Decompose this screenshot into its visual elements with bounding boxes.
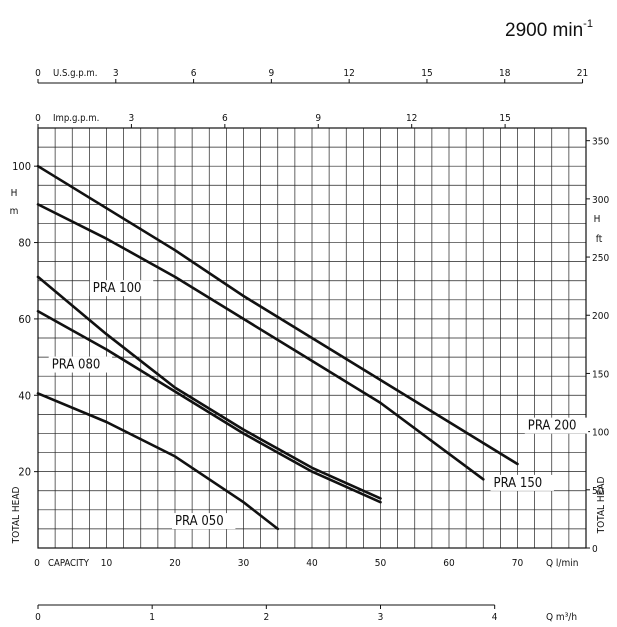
- left-axis-tick-label: 20: [18, 466, 31, 479]
- left-axis-tick-label: 60: [18, 313, 31, 326]
- impgpm-axis-tick-label: 6: [222, 113, 228, 124]
- m3h-axis-tick-label: 4: [492, 612, 498, 623]
- curve-pra-050: [36, 392, 280, 531]
- usgpm-axis-tick-label: 3: [113, 68, 119, 79]
- m3h-axis-tick-label: 1: [149, 612, 155, 623]
- x-axis-tick-label: 10: [101, 558, 113, 569]
- curve-label-bg-pra-050: [172, 513, 236, 530]
- right-axis-tick-label: 300: [592, 195, 609, 206]
- curve-label-pra-100: PRA 100: [93, 281, 142, 296]
- usgpm-axis-tick-label: 21: [577, 68, 588, 79]
- speed-label: 2900 min-1: [505, 18, 593, 41]
- usgpm-axis-tick-label: 12: [343, 68, 354, 79]
- capacity-label: CAPACITY: [48, 558, 90, 569]
- curve-label-bg-pra-200: [524, 417, 589, 434]
- left-axis-tick-label: 40: [18, 389, 31, 402]
- left-axis-label-top: H: [11, 188, 18, 199]
- usgpm-axis-tick-label: 6: [191, 68, 197, 79]
- curve-label-pra-080: PRA 080: [52, 358, 101, 373]
- curve-pra-150: [36, 203, 485, 481]
- m3h-axis-tick-label: 0: [35, 612, 41, 623]
- right-axis-label-unit: ft: [596, 234, 603, 245]
- x-axis-tick-label: 30: [238, 558, 250, 569]
- x-axis-tick-label: 0: [34, 558, 40, 569]
- impgpm-axis-tick-label: 12: [406, 113, 417, 124]
- impgpm-axis-label: Imp.g.p.m.: [53, 113, 99, 124]
- x-axis-unit-label: Q l/min: [546, 558, 578, 569]
- curve-label-pra-150: PRA 150: [494, 476, 543, 491]
- pump-curves: [36, 164, 519, 531]
- right-axis-tick-label: 350: [592, 137, 609, 148]
- right-axis-tick-label: 50: [592, 486, 604, 497]
- x-axis-tick-label: 60: [443, 558, 455, 569]
- curve-labels: PRA 200 PRA 150 PRA 100 PRA 080 PRA 050: [48, 280, 589, 530]
- left-axis-tick-label: 100: [12, 160, 31, 173]
- right-axis-label-top: H: [594, 214, 601, 225]
- left-axis-title: TOTAL HEAD: [11, 487, 22, 545]
- curve-label-bg-pra-150: [490, 474, 554, 491]
- curve-pra-100: [36, 275, 382, 500]
- curve-label-bg-pra-100: [89, 280, 154, 297]
- curve-pra-080: [36, 309, 382, 504]
- usgpm-axis-tick-label: 9: [269, 68, 275, 79]
- x-axis-tick-label: 40: [306, 558, 318, 569]
- x-axis-tick-label: 70: [512, 558, 524, 569]
- impgpm-axis-tick-label: 9: [315, 113, 321, 124]
- usgpm-axis-tick-label: 15: [421, 68, 432, 79]
- curve-label-bg-pra-080: [48, 356, 113, 373]
- right-axis-title: TOTAL HEAD: [596, 477, 607, 535]
- x-axis-tick-label: 50: [375, 558, 387, 569]
- curve-pra-200: [36, 164, 519, 466]
- impgpm-axis-tick-label: 3: [129, 113, 135, 124]
- right-axis-tick-label: 150: [592, 369, 609, 380]
- m3h-axis-label: Q m³/h: [546, 612, 577, 623]
- usgpm-axis-label: U.S.g.p.m.: [53, 68, 97, 79]
- m3h-axis-tick-label: 3: [378, 612, 384, 623]
- left-axis-label-unit: m: [10, 206, 19, 217]
- right-axis-tick-label: 250: [592, 253, 609, 264]
- right-axis-tick-label: 100: [592, 428, 609, 439]
- right-axis-tick-label: 200: [592, 311, 609, 322]
- x-axis-tick-label: 20: [169, 558, 181, 569]
- impgpm-axis-tick-label: 0: [35, 113, 41, 124]
- curve-label-pra-050: PRA 050: [175, 514, 224, 529]
- right-axis-tick-label: 0: [592, 544, 598, 555]
- m3h-axis-tick-label: 2: [263, 612, 269, 623]
- usgpm-axis-tick-label: 18: [499, 68, 511, 79]
- impgpm-axis-tick-label: 15: [499, 113, 510, 124]
- left-axis-tick-label: 80: [18, 237, 31, 250]
- curve-label-pra-200: PRA 200: [528, 419, 577, 434]
- usgpm-axis-tick-label: 0: [35, 68, 41, 79]
